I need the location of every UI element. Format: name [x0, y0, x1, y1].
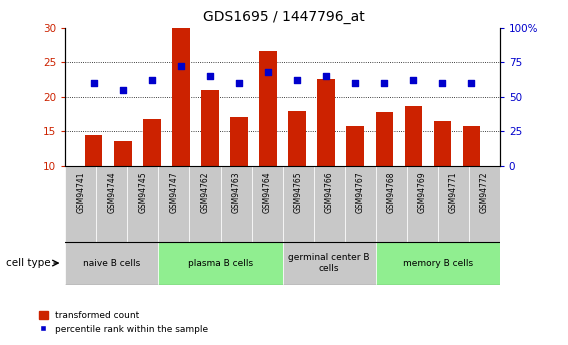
Bar	[346, 126, 364, 166]
Bar	[375, 112, 393, 166]
Bar	[433, 121, 451, 166]
Bar	[143, 119, 161, 166]
Text: memory B cells: memory B cells	[403, 258, 473, 268]
Text: GSM94741: GSM94741	[76, 172, 85, 213]
Bar	[318, 79, 335, 166]
Bar	[65, 166, 97, 242]
Bar	[230, 117, 248, 166]
Text: plasma B cells: plasma B cells	[188, 258, 253, 268]
Point	[89, 80, 98, 86]
Text: GDS1695 / 1447796_at: GDS1695 / 1447796_at	[203, 10, 365, 24]
Bar	[289, 111, 306, 166]
Text: GSM94765: GSM94765	[294, 172, 303, 213]
Point	[467, 80, 476, 86]
Text: GSM94762: GSM94762	[201, 172, 210, 213]
Text: germinal center B
cells: germinal center B cells	[289, 253, 370, 273]
Point	[177, 63, 186, 69]
Bar	[201, 90, 219, 166]
Point	[379, 80, 389, 86]
Point	[264, 69, 273, 75]
Bar	[252, 166, 283, 242]
Bar	[85, 135, 102, 166]
Bar	[260, 51, 277, 166]
Text: GSM94764: GSM94764	[262, 172, 272, 213]
Point	[438, 80, 447, 86]
Text: GSM94744: GSM94744	[107, 172, 116, 213]
Point	[235, 80, 244, 86]
Text: GSM94768: GSM94768	[387, 172, 396, 213]
Text: GSM94745: GSM94745	[139, 172, 148, 213]
Point	[321, 73, 331, 79]
Bar	[127, 166, 158, 242]
Bar	[314, 166, 345, 242]
Point	[118, 87, 127, 92]
Text: GSM94772: GSM94772	[480, 172, 489, 213]
Bar	[114, 141, 132, 166]
Bar	[375, 166, 407, 242]
Text: GSM94769: GSM94769	[417, 172, 427, 213]
Point	[206, 73, 215, 79]
Bar	[375, 241, 500, 285]
Bar	[158, 166, 190, 242]
Bar	[220, 166, 252, 242]
Text: naive B cells: naive B cells	[83, 258, 140, 268]
Bar	[407, 166, 438, 242]
Bar	[97, 166, 127, 242]
Bar	[190, 166, 220, 242]
Point	[147, 77, 156, 83]
Bar	[463, 126, 480, 166]
Bar	[172, 28, 190, 166]
Bar	[65, 241, 158, 285]
Text: GSM94767: GSM94767	[356, 172, 365, 213]
Point	[409, 77, 418, 83]
Bar	[283, 166, 314, 242]
Text: GSM94771: GSM94771	[449, 172, 458, 213]
Point	[350, 80, 360, 86]
Text: GSM94763: GSM94763	[232, 172, 240, 213]
Bar	[283, 241, 375, 285]
Text: GSM94747: GSM94747	[169, 172, 178, 213]
Legend: transformed count, percentile rank within the sample: transformed count, percentile rank withi…	[39, 311, 208, 334]
Point	[293, 77, 302, 83]
Bar	[345, 166, 375, 242]
Text: GSM94766: GSM94766	[325, 172, 333, 213]
Bar	[404, 106, 422, 166]
Bar	[438, 166, 469, 242]
Bar	[469, 166, 500, 242]
Text: cell type: cell type	[6, 258, 51, 268]
Bar	[158, 241, 283, 285]
